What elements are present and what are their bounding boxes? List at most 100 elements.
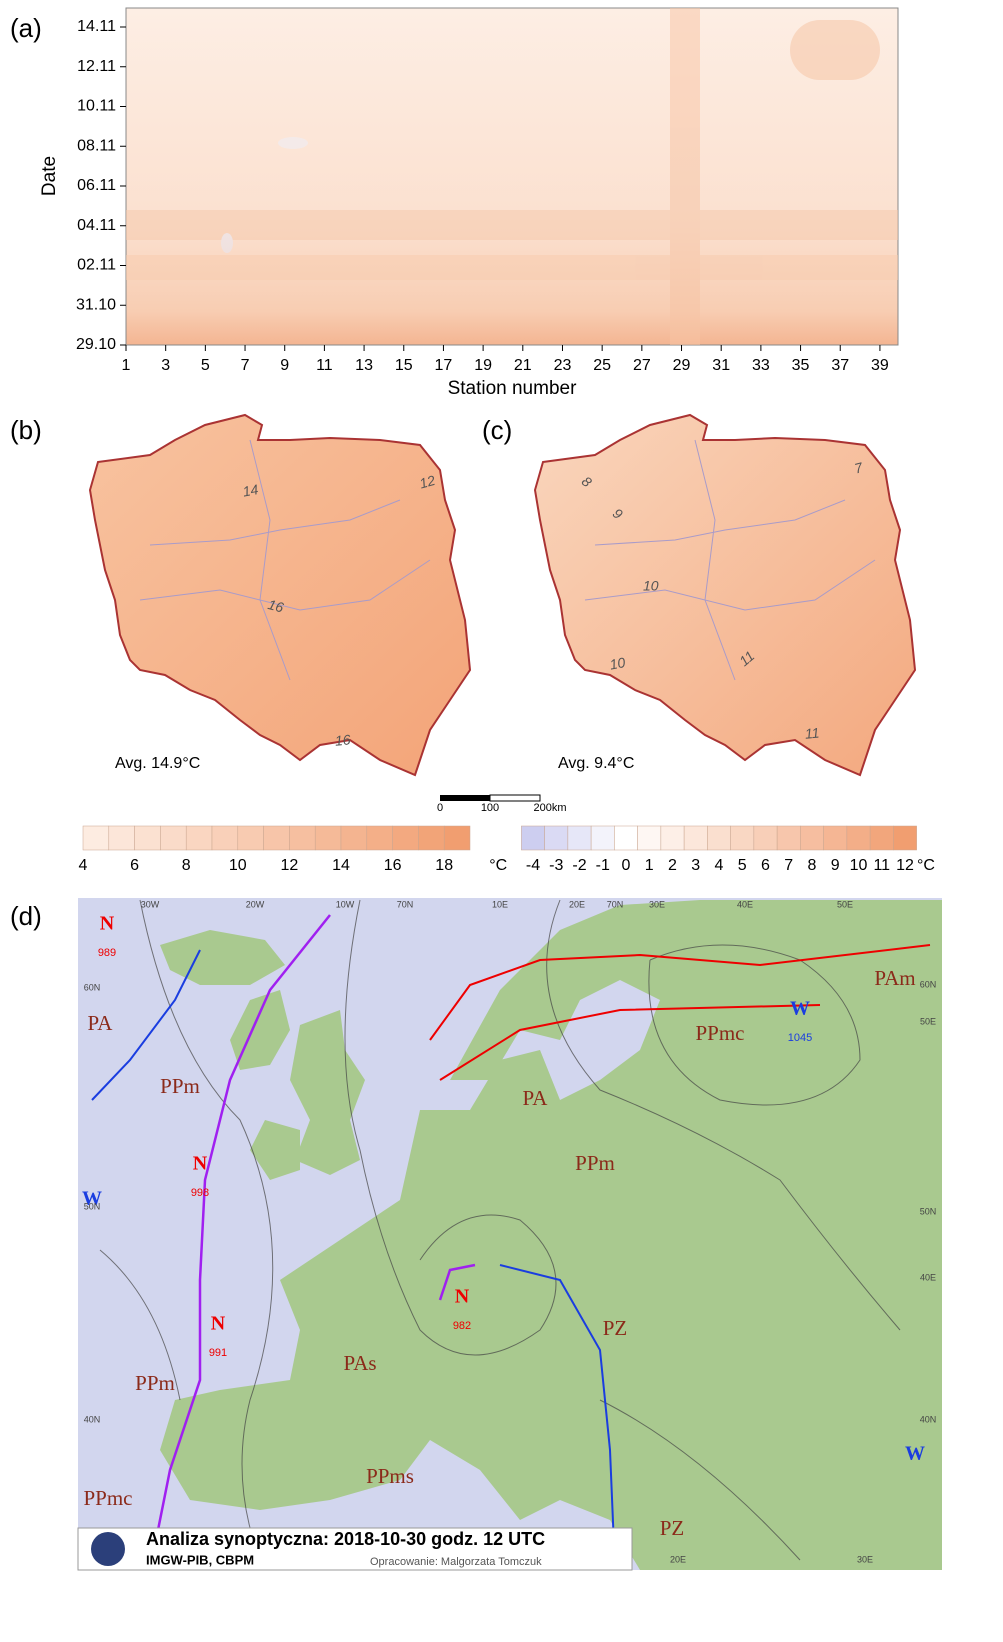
colorbar-box [341, 826, 367, 850]
pressure-value: 998 [191, 1187, 209, 1199]
scale-label: 200km [533, 802, 566, 814]
colorbar-tick-label: -3 [549, 857, 563, 874]
colorbar-box [684, 826, 707, 850]
panel-label: (d) [10, 901, 42, 931]
colorbar-box [614, 826, 637, 850]
air-mass: PPm [160, 1074, 200, 1098]
x-tick-label: 3 [161, 357, 170, 374]
average: Avg. 9.4°C [558, 755, 634, 772]
scale-label: 100 [481, 802, 499, 814]
colorbar-tick-label: 4 [79, 857, 88, 874]
colorbar-tick-label: 5 [738, 857, 747, 874]
x-tick-label: 29 [673, 357, 691, 374]
x-axis-label: Station number [448, 378, 578, 399]
colorbar-box [777, 826, 800, 850]
colorbar-box [870, 826, 893, 850]
colorbar-box [212, 826, 238, 850]
colorbar-tick-label: 4 [715, 857, 724, 874]
contour-label: 11 [804, 724, 820, 741]
air-mass: PPmc [695, 1021, 744, 1045]
colorbar-box [83, 826, 109, 850]
air-mass: PZ [603, 1316, 628, 1340]
x-tick-label: 17 [435, 357, 453, 374]
grid-label: 30E [857, 1554, 873, 1564]
pressure-center: N [211, 1313, 226, 1335]
pressure-center: W [790, 998, 810, 1020]
colorbar-tick-label: 3 [691, 857, 700, 874]
colorbar-tick-label: -4 [526, 857, 540, 874]
pressure-value: 1045 [788, 1032, 812, 1044]
grid-label: 30E [649, 899, 665, 909]
grid-label: 20E [670, 1554, 686, 1564]
contour-label: 10 [608, 654, 626, 672]
grid-label: 60N [920, 979, 937, 989]
contour-label: 16 [334, 731, 351, 748]
y-tick-label: 04.11 [77, 217, 116, 234]
x-tick-label: 9 [280, 357, 289, 374]
colorbar-box [661, 826, 684, 850]
grid-label: 40N [84, 1414, 101, 1424]
x-tick-label: 23 [554, 357, 572, 374]
x-tick-label: 25 [593, 357, 611, 374]
colorbar-tick-label: 7 [784, 857, 793, 874]
air-mass: PAm [874, 966, 915, 990]
air-mass: PPm [135, 1371, 175, 1395]
grid-label: 70N [607, 899, 624, 909]
colorbar-box [238, 826, 264, 850]
grid-label: 50E [920, 1016, 936, 1026]
y-axis-label: Date [39, 156, 60, 196]
colorbar-box [707, 826, 730, 850]
panel-label: (b) [10, 415, 42, 445]
y-tick-label: 29.10 [76, 336, 116, 353]
x-tick-label: 37 [831, 357, 849, 374]
y-tick-label: 12.11 [77, 58, 116, 75]
figure: (a) Date Station number (b) (c) Avg. 14.… [0, 0, 1003, 1642]
grid-label: 40E [920, 1272, 936, 1282]
grid-label: 20E [569, 899, 585, 909]
scale-bar [440, 795, 490, 801]
colorbar-box [824, 826, 847, 850]
contour-label: 10 [643, 578, 659, 594]
y-tick-label: 31.10 [76, 296, 116, 313]
air-mass: PPmc [83, 1486, 132, 1510]
pressure-value: 989 [98, 947, 116, 959]
y-tick-label: 14.11 [77, 18, 116, 35]
poland-map [90, 415, 470, 775]
pressure-center: N [455, 1286, 470, 1308]
panel-label: (a) [10, 13, 42, 43]
pressure-center: N [100, 913, 115, 935]
logo [91, 1532, 125, 1566]
grid-label: 40E [737, 899, 753, 909]
colorbar-box [367, 826, 393, 850]
colorbar-tick-label: -2 [572, 857, 586, 874]
page: (a) Date Station number (b) (c) Avg. 14.… [0, 0, 1003, 1642]
colorbar-tick-label: 1 [645, 857, 654, 874]
air-mass: PA [88, 1011, 114, 1035]
colorbar-box [545, 826, 568, 850]
x-tick-label: 13 [355, 357, 373, 374]
grid-label: 50N [920, 1206, 937, 1216]
colorbar-box [444, 826, 470, 850]
air-mass: PA [523, 1086, 549, 1110]
colorbar-box [418, 826, 444, 850]
grid-label: 50N [84, 1201, 101, 1211]
colorbar-tick-label: -1 [596, 857, 610, 874]
panel-label: (c) [482, 415, 512, 445]
colorbar-tick-label: 0 [622, 857, 631, 874]
air-mass: PPm [575, 1151, 615, 1175]
grid-label: 10W [336, 899, 355, 909]
colorbar-box [186, 826, 212, 850]
x-tick-label: 5 [201, 357, 210, 374]
colorbar-box [393, 826, 419, 850]
x-tick-label: 27 [633, 357, 651, 374]
colorbar-tick-label: 9 [831, 857, 840, 874]
pressure-value: 982 [453, 1320, 471, 1332]
colorbar-tick-label: 12 [281, 857, 299, 874]
colorbar-box [893, 826, 916, 850]
x-tick-label: 39 [871, 357, 889, 374]
map-org: IMGW-PIB, CBPM [146, 1552, 254, 1567]
colorbar-box [731, 826, 754, 850]
x-tick-label: 19 [474, 357, 492, 374]
grid-label: 30W [141, 899, 160, 909]
colorbar-tick-label: 6 [761, 857, 770, 874]
